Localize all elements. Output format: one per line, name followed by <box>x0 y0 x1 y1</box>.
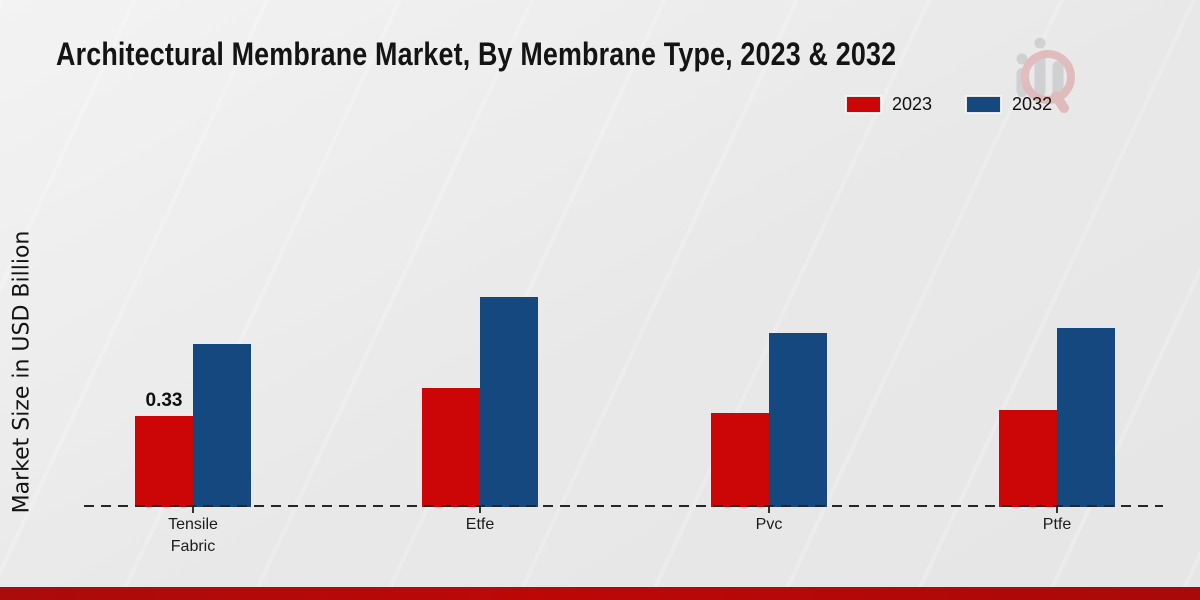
legend-label: 2023 <box>892 94 933 114</box>
bar-2023-pvc <box>711 413 769 507</box>
bar-2032-etfe <box>480 297 538 507</box>
bar-2032-ptfe <box>1057 328 1115 507</box>
bar-2032-tensile-fabric <box>193 344 251 507</box>
bar-2032-pvc <box>769 333 827 507</box>
bar-2023-ptfe <box>999 410 1057 507</box>
x-tick-label: Etfe <box>465 516 495 533</box>
x-tick-label: Ptfe <box>1042 516 1072 533</box>
legend-swatch-icon <box>846 96 881 113</box>
magnifier-bar-chart-logo-icon <box>1016 37 1075 113</box>
x-tick <box>479 507 481 513</box>
bar-2023-etfe <box>422 388 480 507</box>
x-tick <box>768 507 770 513</box>
data-label: 0.33 <box>145 390 183 411</box>
y-axis-label: Market Size in USD Billion <box>9 230 35 514</box>
x-tick-label: Pvc <box>755 516 783 533</box>
x-tick <box>1056 507 1058 513</box>
x-axis-line <box>84 505 1163 507</box>
legend: 2023 2032 <box>846 94 1052 115</box>
chart-title: Architectural Membrane Market, By Membra… <box>56 36 897 72</box>
x-tick-label: Tensile Fabric <box>168 516 218 556</box>
bar-2023-tensile-fabric <box>135 416 193 507</box>
bottom-accent-bar <box>0 587 1200 600</box>
legend-swatch-icon <box>966 96 1002 113</box>
x-tick <box>192 507 194 513</box>
legend-label: 2032 <box>1012 94 1053 114</box>
legend-item-2023: 2023 <box>846 94 932 115</box>
legend-item-2032: 2032 <box>966 94 1052 115</box>
